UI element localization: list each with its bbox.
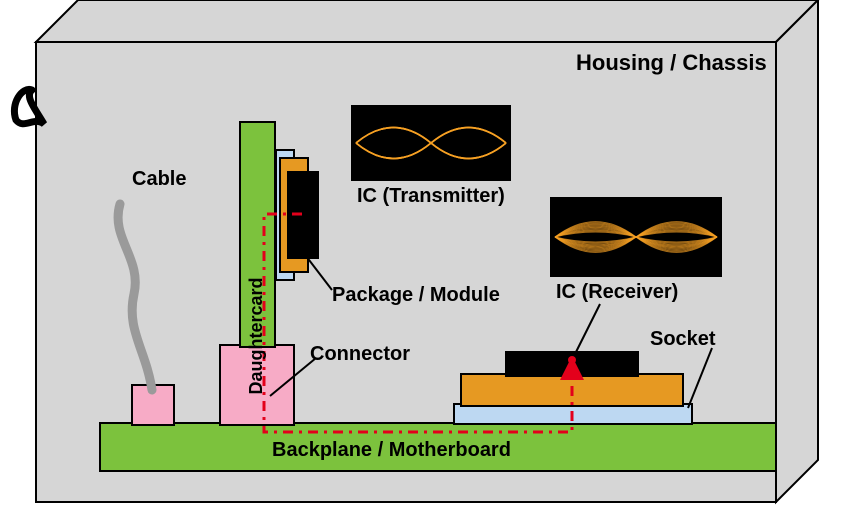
label-housing: Housing / Chassis — [576, 50, 767, 75]
label-socket: Socket — [650, 328, 716, 350]
diagram-svg: Housing / Chassis Cable IC (Transmitter) Pa… — [0, 0, 851, 516]
label-package: Package / Module — [332, 284, 500, 306]
chassis-top — [36, 0, 818, 42]
label-backplane: Backplane / Motherboard — [272, 439, 511, 461]
signal-endpoint — [568, 356, 576, 364]
label-connector: Connector — [310, 343, 410, 365]
chassis-side — [776, 0, 818, 502]
label-cable: Cable — [132, 168, 186, 190]
eye-diagram-rx — [551, 198, 721, 276]
label-ic-tx: IC (Transmitter) — [357, 185, 505, 207]
label-daughtercard: Daughtercard — [246, 277, 266, 394]
label-ic-rx: IC (Receiver) — [556, 281, 678, 303]
diagram-root: Housing / Chassis Cable IC (Transmitter) Pa… — [0, 0, 851, 516]
eye-diagram-tx — [352, 106, 510, 180]
